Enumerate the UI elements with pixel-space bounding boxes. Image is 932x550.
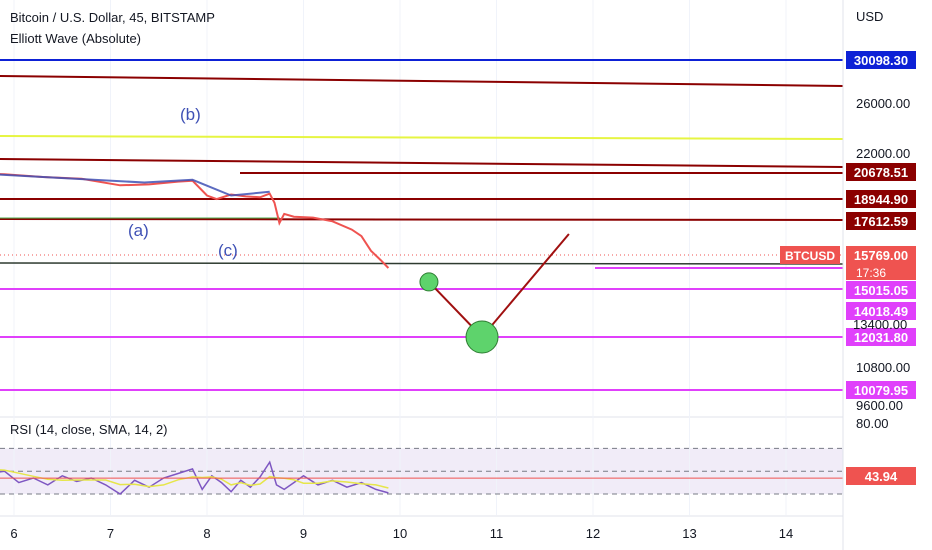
wave-label: (a) <box>128 221 149 240</box>
x-tick-label: 10 <box>393 526 407 541</box>
price-label-text: 15769.00 <box>854 248 908 263</box>
wave-label: (b) <box>180 105 201 124</box>
price-series-line <box>0 173 390 269</box>
countdown-box <box>846 264 916 280</box>
x-tick-label: 7 <box>107 526 114 541</box>
rsi-tick-label: 80.00 <box>856 416 889 431</box>
level-line <box>0 262 844 265</box>
price-label-box <box>846 190 916 208</box>
price-label-text: 12031.80 <box>854 330 908 345</box>
level-line <box>0 75 844 87</box>
x-tick-label: 6 <box>10 526 17 541</box>
price-label-text: 17612.59 <box>854 214 908 229</box>
y-tick-label: 26000.00 <box>856 96 910 111</box>
symbol-badge <box>780 246 840 264</box>
y-tick-label: 10800.00 <box>856 360 910 375</box>
y-tick-label: 22000.00 <box>856 146 910 161</box>
level-line <box>0 158 844 168</box>
rsi-sma-line <box>0 469 389 489</box>
countdown-text: 17:36 <box>856 266 886 280</box>
price-label-box <box>846 212 916 230</box>
price-label-box <box>846 381 916 399</box>
x-tick-label: 8 <box>203 526 210 541</box>
projection-point <box>419 272 439 292</box>
x-tick-label: 13 <box>682 526 696 541</box>
price-label-box <box>846 51 916 69</box>
price-label-text: 14018.49 <box>854 304 908 319</box>
x-tick-label: 9 <box>300 526 307 541</box>
rsi-value-box <box>846 467 916 485</box>
chart-title: Bitcoin / U.S. Dollar, 45, BITSTAMP <box>10 10 215 25</box>
price-label-text: 10079.95 <box>854 383 908 398</box>
y-tick-label: 13400.00 <box>853 317 907 332</box>
projection-point <box>465 320 499 354</box>
x-tick-label: 11 <box>490 526 504 541</box>
price-label-text: 15015.05 <box>854 283 908 298</box>
price-label-text: 30098.30 <box>854 53 908 68</box>
price-label-text: 20678.51 <box>854 165 908 180</box>
level-line <box>0 135 844 140</box>
wave-line <box>0 173 270 197</box>
rsi-value-text: 43.94 <box>865 469 898 484</box>
wave-label: (c) <box>218 241 238 260</box>
x-tick-label: 14 <box>779 526 793 541</box>
level-line <box>0 218 844 221</box>
price-label-text: 18944.90 <box>854 192 908 207</box>
price-label-box <box>846 302 916 320</box>
currency-label: USD <box>856 9 883 24</box>
rsi-label: RSI (14, close, SMA, 14, 2) <box>10 422 168 437</box>
indicator-label: Elliott Wave (Absolute) <box>10 31 142 46</box>
y-tick-label: 9600.00 <box>856 398 903 413</box>
price-label-box <box>846 281 916 299</box>
symbol-text: BTCUSD <box>785 249 835 263</box>
price-label-box <box>846 163 916 181</box>
price-label-box <box>846 246 916 264</box>
price-label-box <box>846 328 916 346</box>
x-tick-label: 12 <box>586 526 600 541</box>
